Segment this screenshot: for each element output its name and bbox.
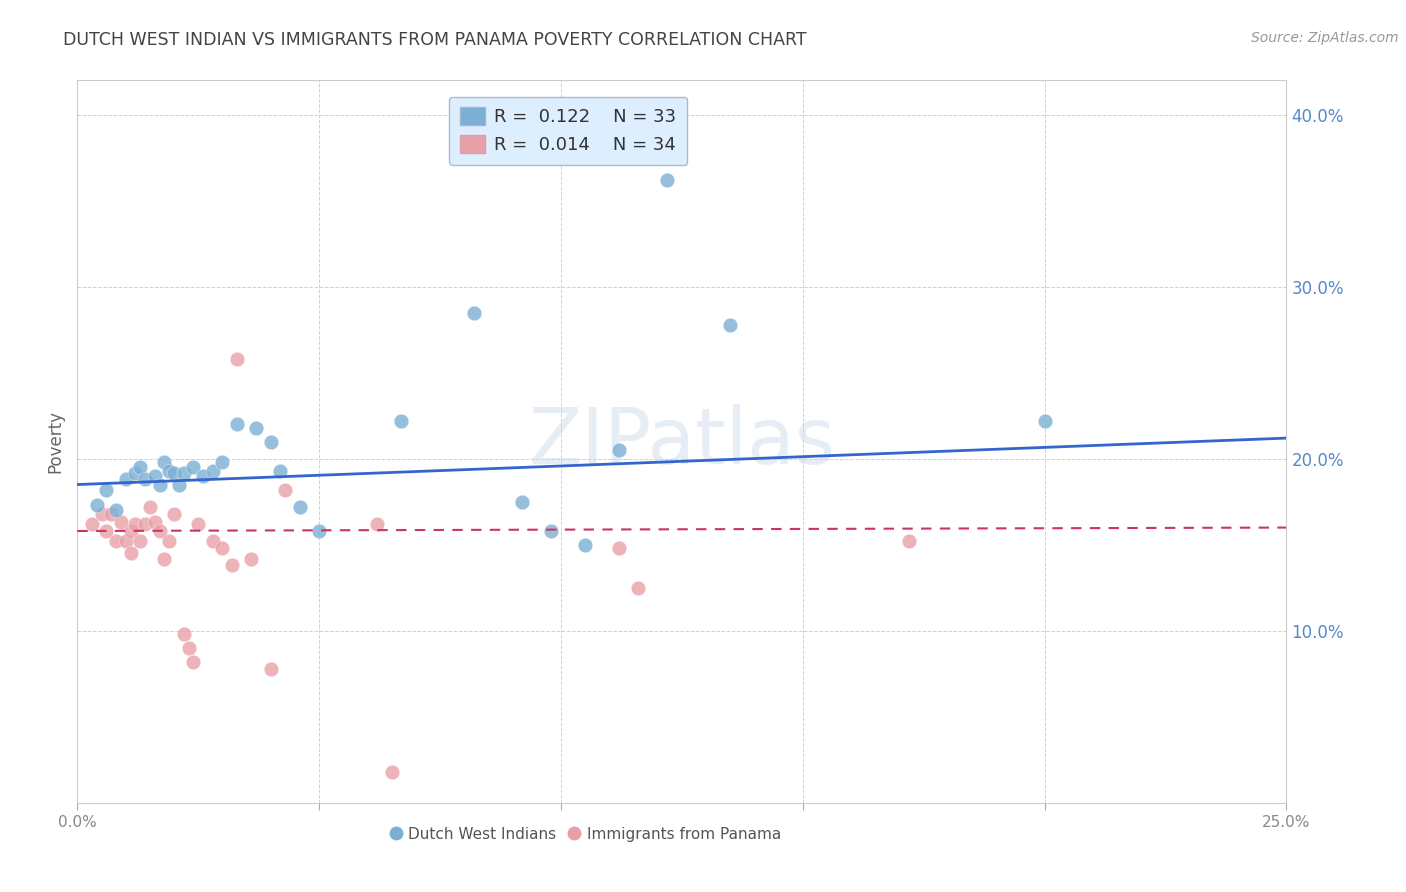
Point: [260, 662, 283, 676]
Point: [143, 469, 166, 483]
Point: [173, 627, 195, 641]
Point: [1033, 414, 1056, 428]
Point: [139, 500, 162, 514]
Point: [221, 558, 243, 573]
Point: [183, 460, 205, 475]
Point: [120, 524, 142, 538]
Point: [120, 546, 142, 560]
Point: [105, 503, 128, 517]
Point: [898, 534, 921, 549]
Point: [177, 640, 200, 655]
Point: [105, 534, 128, 549]
Point: [100, 507, 122, 521]
Point: [260, 434, 283, 449]
Point: [510, 494, 533, 508]
Point: [96, 524, 118, 538]
Text: ZIPatlas: ZIPatlas: [529, 403, 835, 480]
Point: [143, 516, 166, 530]
Point: [183, 655, 205, 669]
Point: [718, 318, 741, 332]
Point: [153, 551, 176, 566]
Point: [274, 483, 297, 497]
Point: [657, 173, 679, 187]
Legend: Dutch West Indians, Immigrants from Panama: Dutch West Indians, Immigrants from Pana…: [384, 820, 787, 849]
Point: [96, 483, 118, 497]
Point: [167, 477, 190, 491]
Point: [463, 305, 485, 319]
Point: [211, 455, 233, 469]
Point: [191, 469, 214, 483]
Point: [129, 460, 152, 475]
Point: [288, 500, 311, 514]
Point: [110, 516, 132, 530]
Point: [134, 472, 156, 486]
Point: [269, 464, 291, 478]
Point: [148, 477, 170, 491]
Point: [124, 466, 146, 480]
Text: Source: ZipAtlas.com: Source: ZipAtlas.com: [1251, 31, 1399, 45]
Point: [173, 466, 195, 480]
Point: [226, 417, 249, 432]
Text: DUTCH WEST INDIAN VS IMMIGRANTS FROM PANAMA POVERTY CORRELATION CHART: DUTCH WEST INDIAN VS IMMIGRANTS FROM PAN…: [63, 31, 807, 49]
Y-axis label: Poverty: Poverty: [46, 410, 65, 473]
Point: [574, 538, 596, 552]
Point: [366, 517, 388, 532]
Point: [381, 764, 404, 779]
Point: [389, 414, 412, 428]
Point: [607, 541, 630, 556]
Point: [129, 534, 152, 549]
Point: [540, 524, 562, 538]
Point: [201, 534, 224, 549]
Point: [201, 464, 224, 478]
Point: [607, 443, 630, 458]
Point: [90, 507, 112, 521]
Point: [134, 517, 156, 532]
Point: [211, 541, 233, 556]
Point: [80, 517, 103, 532]
Point: [226, 351, 249, 366]
Point: [157, 464, 180, 478]
Point: [308, 524, 330, 538]
Point: [627, 581, 650, 595]
Point: [114, 534, 136, 549]
Point: [153, 455, 176, 469]
Point: [187, 517, 209, 532]
Point: [148, 524, 170, 538]
Point: [245, 421, 267, 435]
Point: [163, 507, 186, 521]
Point: [163, 466, 186, 480]
Point: [114, 472, 136, 486]
Point: [240, 551, 263, 566]
Point: [124, 517, 146, 532]
Point: [86, 498, 108, 512]
Point: [157, 534, 180, 549]
